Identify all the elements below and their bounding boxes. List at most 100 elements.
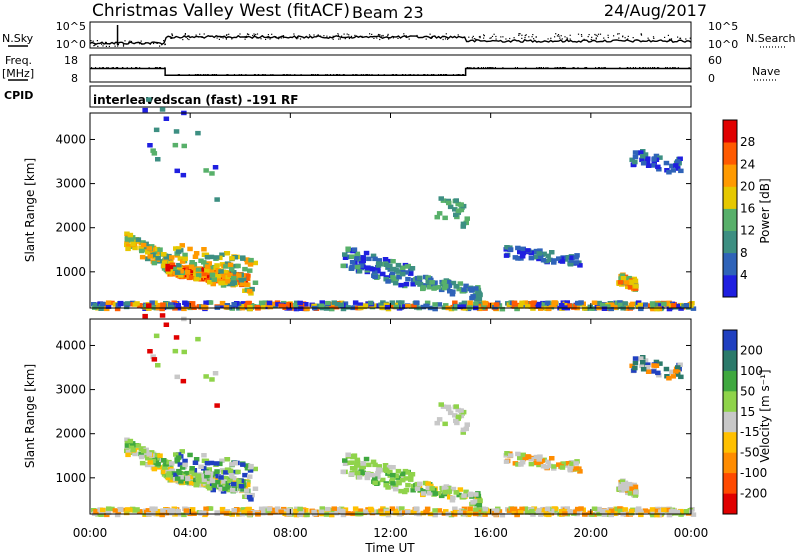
- power-cell: [188, 263, 195, 269]
- velocity-cell: [139, 454, 145, 460]
- velocity-cell: [678, 512, 684, 517]
- noise-search-dot: [533, 38, 535, 40]
- velocity-cell: [142, 313, 148, 319]
- power-cell: [215, 267, 221, 273]
- power-cell: [594, 303, 601, 308]
- velocity-cell: [175, 452, 182, 457]
- power-cell: [349, 260, 356, 265]
- nave-dot: [669, 67, 671, 68]
- power-cell: [150, 148, 156, 153]
- nave-dot: [197, 74, 199, 75]
- noise-search-dot: [267, 34, 269, 36]
- power-cell: [242, 266, 248, 272]
- velocity-cell: [214, 469, 220, 474]
- power-cell: [464, 216, 470, 221]
- power-cell: [157, 247, 163, 252]
- noise-search-dot: [613, 35, 615, 37]
- power-cell: [525, 301, 532, 306]
- power-cell: [535, 303, 542, 308]
- velocity-cell: [150, 354, 156, 359]
- noise-search-dot: [197, 36, 200, 38]
- power-cell: [179, 259, 186, 264]
- velocity-cell: [522, 506, 529, 511]
- power-cell: [130, 241, 136, 247]
- power-cell: [262, 300, 268, 305]
- nave-dot: [485, 67, 487, 68]
- noise-search-dot: [595, 34, 597, 36]
- colorbar-tick-label: 8: [740, 246, 748, 260]
- nave-dot: [396, 74, 398, 75]
- power-cell: [117, 301, 124, 307]
- nave-dot: [517, 67, 518, 68]
- velocity-cell: [594, 509, 601, 514]
- velocity-cell: [153, 333, 160, 339]
- power-cell: [528, 250, 534, 256]
- velocity-cell: [342, 461, 349, 466]
- nave-dot: [159, 67, 161, 68]
- power-cell: [528, 255, 535, 261]
- power-cell: [631, 162, 637, 167]
- velocity-cell: [674, 509, 680, 515]
- velocity-cell: [244, 466, 251, 471]
- nave-dot: [564, 67, 566, 68]
- power-cell: [219, 300, 226, 306]
- power-cell: [325, 300, 331, 306]
- noise-search-dot: [685, 38, 687, 40]
- power-cell: [195, 267, 202, 273]
- velocity-cell: [461, 506, 468, 512]
- power-cell: [533, 248, 540, 254]
- nave-dot: [107, 67, 109, 68]
- power-cell: [153, 127, 160, 133]
- velocity-cell: [548, 508, 555, 514]
- power-cell: [246, 289, 253, 294]
- nave-dot: [101, 67, 103, 68]
- velocity-cell: [227, 478, 233, 484]
- noise-search-dot: [244, 36, 246, 38]
- power-cell: [485, 302, 492, 308]
- velocity-cell: [227, 468, 234, 474]
- nave-dot: [342, 74, 344, 75]
- velocity-cell: [541, 508, 548, 513]
- power-cell: [447, 204, 454, 210]
- noise-search-dot: [472, 35, 474, 37]
- nave-dot: [311, 74, 312, 75]
- velocity-cell: [470, 500, 476, 505]
- velocity-cell: [632, 356, 639, 361]
- power-cell: [405, 303, 411, 309]
- nave-dot: [481, 67, 483, 68]
- power-cell: [482, 300, 488, 306]
- velocity-cell: [562, 508, 568, 514]
- power-cell: [446, 280, 452, 285]
- power-cell: [248, 257, 254, 263]
- power-cell: [626, 275, 632, 281]
- nave-dot: [300, 74, 302, 75]
- velocity-cell: [248, 463, 254, 469]
- noise-search-dot: [341, 35, 343, 37]
- noise-search-dot: [495, 35, 497, 38]
- velocity-cell: [511, 506, 518, 512]
- power-cell: [383, 262, 390, 267]
- velocity-cell: [567, 467, 573, 472]
- power-cell: [229, 306, 235, 311]
- velocity-cell: [645, 362, 651, 367]
- velocity-cell: [640, 367, 647, 372]
- velocity-cell: [535, 509, 542, 514]
- power-cell: [642, 152, 649, 157]
- velocity-cell: [457, 487, 464, 492]
- noise-search-dot: [550, 37, 552, 39]
- power-cell: [229, 267, 235, 272]
- freq-unit-label: [MHz]: [2, 67, 34, 80]
- power-cell: [231, 275, 237, 281]
- nave-dot: [263, 74, 265, 75]
- velocity-cell: [417, 487, 424, 493]
- velocity-cell: [293, 508, 299, 514]
- nave-dot: [115, 67, 117, 68]
- velocity-cell: [443, 509, 449, 514]
- power-cell: [331, 300, 337, 305]
- noise-search-dot: [323, 35, 325, 37]
- power-cell: [151, 260, 158, 266]
- noise-search-dot: [369, 33, 371, 35]
- power-cell: [398, 282, 404, 288]
- power-cell: [632, 286, 639, 291]
- nave-dot: [352, 74, 354, 75]
